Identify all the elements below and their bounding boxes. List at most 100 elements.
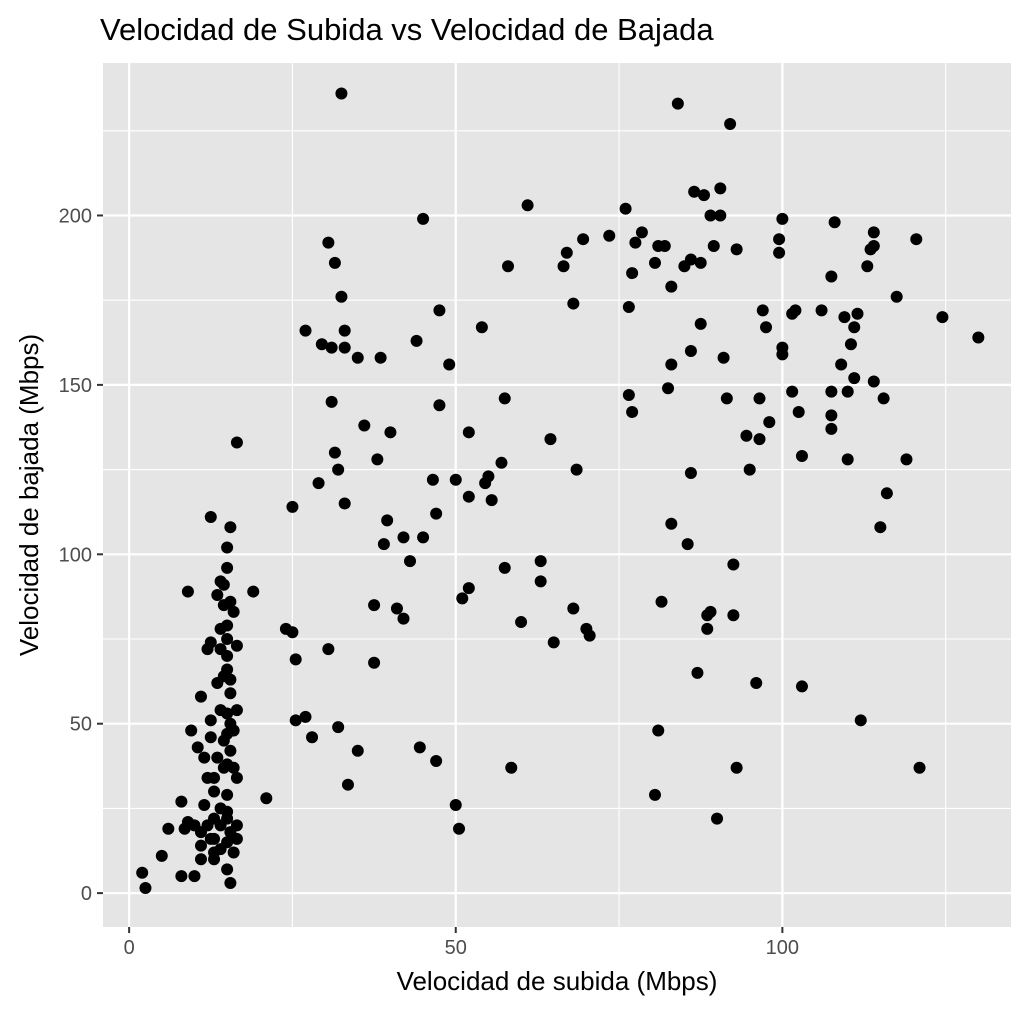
data-point	[475, 321, 488, 334]
data-point	[358, 419, 371, 432]
data-point	[341, 778, 354, 791]
data-point	[724, 117, 737, 130]
data-point	[841, 385, 854, 398]
data-point	[351, 351, 364, 364]
data-point	[717, 351, 730, 364]
data-point	[648, 256, 661, 269]
data-point	[626, 405, 639, 418]
data-point	[867, 375, 880, 388]
data-point	[328, 256, 341, 269]
data-point	[534, 555, 547, 568]
data-point	[289, 653, 302, 666]
data-point	[315, 338, 328, 351]
data-point	[286, 626, 299, 639]
data-point	[544, 433, 557, 446]
data-point	[763, 416, 776, 429]
data-point	[684, 466, 697, 479]
data-point	[227, 724, 240, 737]
data-point	[727, 558, 740, 571]
y-tick-label: 150	[59, 375, 92, 397]
data-point	[198, 751, 211, 764]
data-point	[557, 260, 570, 273]
data-point	[328, 446, 341, 459]
data-point	[194, 853, 207, 866]
data-point	[730, 243, 743, 256]
data-point	[704, 209, 717, 222]
data-point	[619, 202, 632, 215]
data-point	[681, 538, 694, 551]
y-tick-label: 0	[81, 883, 92, 905]
data-point	[910, 233, 923, 246]
data-point	[694, 317, 707, 330]
data-point	[221, 707, 234, 720]
data-point	[495, 456, 508, 469]
data-point	[322, 643, 335, 656]
data-point	[224, 876, 237, 889]
data-point	[462, 426, 475, 439]
data-point	[247, 585, 260, 598]
data-point	[139, 882, 152, 895]
data-point	[583, 629, 596, 642]
x-tick-label: 100	[766, 937, 799, 959]
data-point	[707, 239, 720, 252]
data-point	[381, 514, 394, 527]
data-point	[338, 341, 351, 354]
data-point	[377, 538, 390, 551]
data-point	[230, 771, 243, 784]
data-point	[322, 236, 335, 249]
data-point	[502, 260, 515, 273]
data-point	[175, 870, 188, 883]
y-tick-label: 200	[59, 205, 92, 227]
data-point	[453, 822, 466, 835]
data-point	[397, 612, 410, 625]
data-point	[776, 348, 789, 361]
data-point	[286, 500, 299, 513]
chart-title: Velocidad de Subida vs Velocidad de Baja…	[100, 12, 714, 47]
data-point	[338, 324, 351, 337]
data-point	[221, 649, 234, 662]
data-point	[155, 849, 168, 862]
data-point	[720, 392, 733, 405]
data-point	[260, 792, 273, 805]
x-axis-ticks: 0 50 100	[124, 927, 799, 959]
data-point	[773, 246, 786, 259]
data-point	[890, 290, 903, 303]
data-point	[204, 714, 217, 727]
x-tick-label: 0	[124, 937, 135, 959]
data-point	[433, 304, 446, 317]
data-point	[221, 836, 234, 849]
data-point	[756, 304, 769, 317]
data-point	[560, 246, 573, 259]
x-tick-label: 50	[445, 937, 467, 959]
data-point	[776, 212, 789, 225]
data-point	[760, 321, 773, 334]
data-point	[844, 338, 857, 351]
data-point	[825, 409, 838, 422]
data-point	[462, 490, 475, 503]
data-point	[211, 588, 224, 601]
data-point	[547, 636, 560, 649]
data-point	[498, 392, 511, 405]
data-point	[936, 311, 949, 324]
data-point	[198, 799, 211, 812]
data-point	[851, 307, 864, 320]
data-point	[224, 744, 237, 757]
data-point	[227, 605, 240, 618]
data-point	[880, 487, 893, 500]
data-point	[325, 395, 338, 408]
data-point	[505, 761, 518, 774]
data-point	[211, 751, 224, 764]
data-point	[181, 585, 194, 598]
data-point	[688, 185, 701, 198]
data-point	[449, 799, 462, 812]
data-point	[701, 622, 714, 635]
data-point	[835, 358, 848, 371]
data-point	[848, 321, 861, 334]
data-point	[224, 673, 237, 686]
data-point	[338, 497, 351, 510]
data-point	[567, 297, 580, 310]
data-point	[838, 311, 851, 324]
data-point	[740, 429, 753, 442]
data-point	[727, 609, 740, 622]
